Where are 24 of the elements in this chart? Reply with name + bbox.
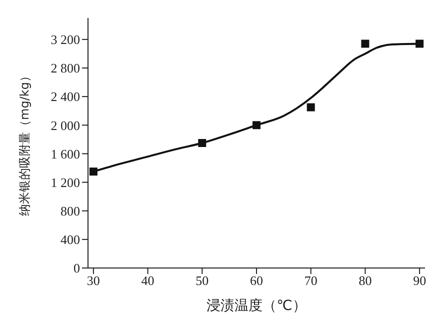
y-tick-label: 800 bbox=[60, 203, 80, 218]
x-tick-label: 80 bbox=[358, 273, 372, 288]
point bbox=[306, 103, 315, 112]
y-tick-label: 2 000 bbox=[50, 118, 80, 133]
y-tick-label: 3 200 bbox=[50, 32, 80, 48]
y-tick-label: 2 800 bbox=[50, 60, 80, 76]
y-tick-label: 1 600 bbox=[50, 146, 80, 162]
x-tick-label: 60 bbox=[250, 273, 263, 288]
point bbox=[416, 40, 424, 48]
y-tick-label: 0 bbox=[74, 260, 80, 276]
point bbox=[198, 139, 206, 147]
x-tick-label: 40 bbox=[141, 273, 154, 288]
y-tick-label: 400 bbox=[60, 232, 80, 248]
y-tick-label: 1 200 bbox=[50, 174, 80, 190]
x-axis-title: 浸渍温度（℃） bbox=[206, 298, 306, 314]
point bbox=[89, 168, 98, 176]
x-tick-label: 70 bbox=[304, 273, 318, 288]
y-axis-title: 纳米银的吸附量（mg/kg） bbox=[17, 70, 32, 216]
x-tick-label: 90 bbox=[413, 273, 426, 288]
point bbox=[252, 121, 260, 130]
y-tick-label: 2 400 bbox=[50, 89, 80, 104]
x-tick-label: 30 bbox=[86, 273, 100, 288]
x-tick-label: 50 bbox=[196, 273, 209, 288]
point bbox=[361, 40, 370, 48]
